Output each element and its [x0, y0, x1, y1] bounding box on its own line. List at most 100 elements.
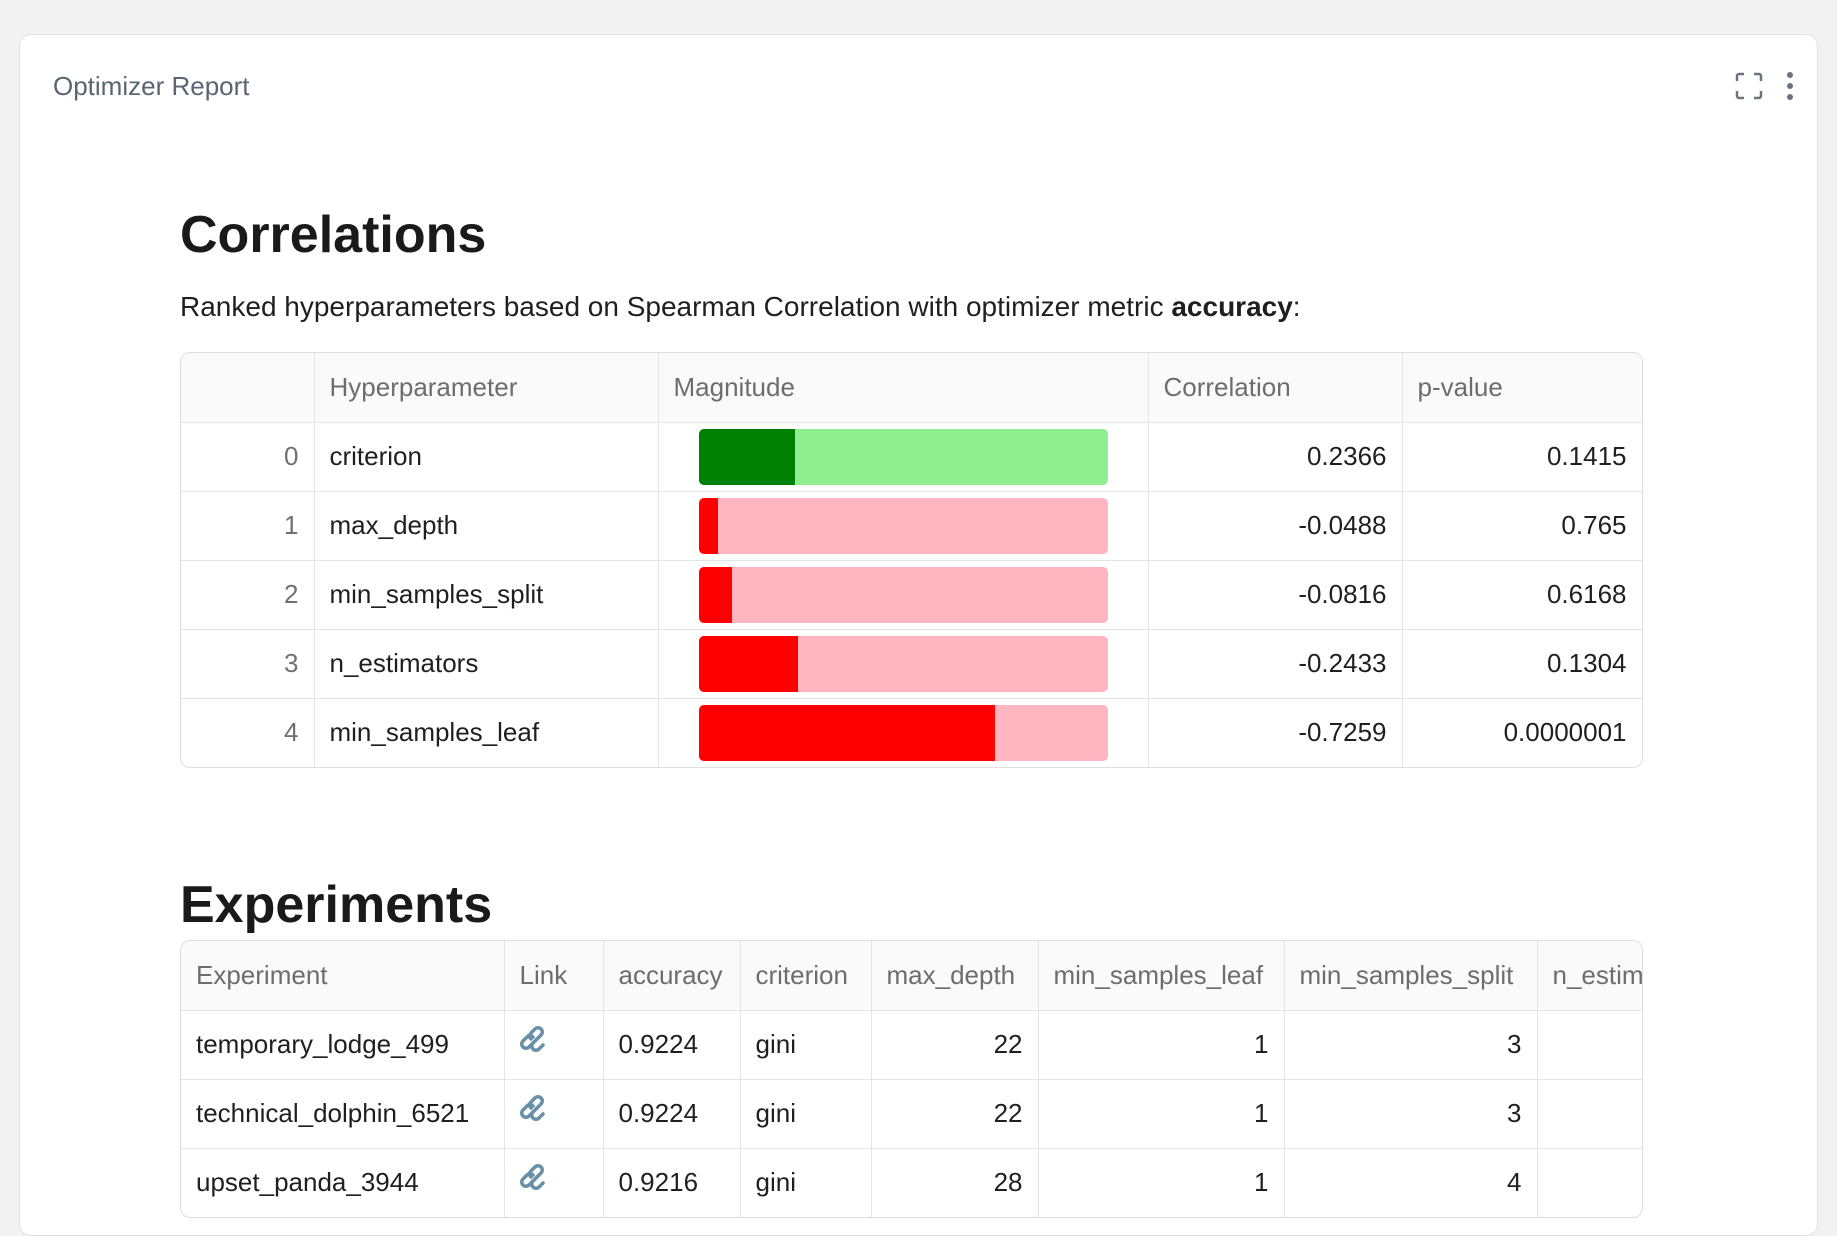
- magnitude-cell: [658, 491, 1149, 561]
- magnitude-track: [698, 497, 1108, 554]
- table-row: technical_dolphin_6521 0.9224 gini 22 1 3: [181, 1079, 1642, 1149]
- p-value: 0.765: [1402, 491, 1642, 561]
- n-estimators: [1537, 1079, 1642, 1149]
- accuracy: 0.9224: [603, 1010, 741, 1080]
- experiment-link[interactable]: [519, 1026, 550, 1062]
- report-card: Optimizer Report Correlations Ranked hyp…: [19, 34, 1818, 1236]
- accuracy: 0.9216: [603, 1148, 741, 1217]
- row-index: 4: [181, 698, 315, 767]
- header-cell: Experiment: [181, 941, 505, 1011]
- header-cell: Hyperparameter: [314, 353, 659, 423]
- header-cell: min_samples_leaf: [1038, 941, 1285, 1011]
- min-samples-split: 4: [1284, 1148, 1538, 1217]
- experiment-name: temporary_lodge_499: [181, 1010, 505, 1080]
- magnitude-bar: [698, 635, 798, 692]
- table-row: 2 min_samples_split -0.0816 0.6168: [181, 560, 1642, 630]
- correlation: -0.0488: [1148, 491, 1403, 561]
- table-row: upset_panda_3944 0.9216 gini 28 1 4: [181, 1148, 1642, 1217]
- header-cell: n_estimators: [1537, 941, 1642, 1011]
- table-row: temporary_lodge_499 0.9224 gini 22 1 3: [181, 1010, 1642, 1080]
- correlation: -0.0816: [1148, 560, 1403, 630]
- magnitude-cell: [658, 422, 1149, 492]
- min-samples-leaf: 1: [1038, 1079, 1285, 1149]
- section-heading: Correlations: [180, 206, 487, 264]
- header-row: Hyperparameter Magnitude Correlation p-valu…: [181, 353, 1642, 423]
- min-samples-leaf: 1: [1038, 1010, 1285, 1080]
- experiment-name: technical_dolphin_6521: [181, 1079, 505, 1149]
- experiment-link[interactable]: [519, 1164, 550, 1200]
- card-title: Optimizer Report: [53, 71, 250, 101]
- header-cell: Link: [504, 941, 604, 1011]
- page: Optimizer Report Correlations Ranked hyp…: [19, 34, 1818, 1236]
- table: Experiment Link accuracy criterion max_depth…: [181, 941, 1642, 1217]
- experiment-link[interactable]: [519, 1095, 550, 1131]
- row-index: 3: [181, 629, 315, 699]
- correlation: -0.2433: [1148, 629, 1403, 699]
- accuracy: 0.9224: [603, 1079, 741, 1149]
- header-cell: Magnitude: [658, 353, 1149, 423]
- min-samples-split: 3: [1284, 1010, 1538, 1080]
- n-estimators: [1537, 1010, 1642, 1080]
- magnitude-bar: [698, 566, 732, 623]
- table: Hyperparameter Magnitude Correlation p-valu…: [181, 353, 1642, 767]
- link-cell: [504, 1010, 604, 1080]
- row-index: 2: [181, 560, 315, 630]
- magnitude-bar: [698, 428, 796, 485]
- header-cell: accuracy: [603, 941, 741, 1011]
- card-actions: [1735, 71, 1795, 101]
- table-row: 0 criterion 0.2366 0.1415: [181, 422, 1642, 492]
- p-value: 0.1415: [1402, 422, 1642, 492]
- table-row: 4 min_samples_leaf -0.7259 0.0000001: [181, 698, 1642, 767]
- correlation: 0.2366: [1148, 422, 1403, 492]
- header-row: Experiment Link accuracy criterion max_depth…: [181, 941, 1642, 1011]
- criterion: gini: [740, 1079, 872, 1149]
- hyperparameter: min_samples_split: [314, 560, 659, 630]
- p-value: 0.0000001: [1402, 698, 1642, 767]
- description-text: :: [1292, 291, 1301, 322]
- correlation: -0.7259: [1148, 698, 1403, 767]
- min-samples-split: 3: [1284, 1079, 1538, 1149]
- row-index: 0: [181, 422, 315, 492]
- header-cell: p-value: [1402, 353, 1642, 423]
- section-heading: Experiments: [180, 876, 493, 934]
- max-depth: 22: [871, 1079, 1039, 1149]
- magnitude-bar: [698, 704, 996, 761]
- criterion: gini: [740, 1148, 872, 1217]
- correlation-table: Hyperparameter Magnitude Correlation p-valu…: [180, 352, 1643, 768]
- magnitude-cell: [658, 698, 1149, 767]
- hyperparameter: criterion: [314, 422, 659, 492]
- header-cell: criterion: [740, 941, 872, 1011]
- criterion: gini: [740, 1010, 872, 1080]
- magnitude-track: [698, 635, 1108, 692]
- magnitude-cell: [658, 560, 1149, 630]
- description: Ranked hyperparameters based on Spearman…: [180, 291, 1301, 323]
- menu-button[interactable]: [1785, 71, 1795, 101]
- n-estimators: [1537, 1148, 1642, 1217]
- max-depth: 22: [871, 1010, 1039, 1080]
- magnitude-track: [698, 428, 1108, 485]
- header-cell: min_samples_split: [1284, 941, 1538, 1011]
- hyperparameter: max_depth: [314, 491, 659, 561]
- row-index: 1: [181, 491, 315, 561]
- magnitude-cell: [658, 629, 1149, 699]
- table-row: 1 max_depth -0.0488 0.765: [181, 491, 1642, 561]
- header-cell: max_depth: [871, 941, 1039, 1011]
- table-row: 3 n_estimators -0.2433 0.1304: [181, 629, 1642, 699]
- experiments-table: Experiment Link accuracy criterion max_depth…: [180, 940, 1643, 1218]
- magnitude-bar: [698, 497, 719, 554]
- experiment-name: upset_panda_3944: [181, 1148, 505, 1217]
- link-cell: [504, 1079, 604, 1149]
- max-depth: 28: [871, 1148, 1039, 1217]
- p-value: 0.1304: [1402, 629, 1642, 699]
- min-samples-leaf: 1: [1038, 1148, 1285, 1217]
- description-text: Ranked hyperparameters based on Spearman…: [180, 291, 1172, 322]
- metric: accuracy: [1171, 291, 1293, 322]
- header-cell: [181, 353, 315, 423]
- hyperparameter: n_estimators: [314, 629, 659, 699]
- header-cell: Correlation: [1148, 353, 1403, 423]
- p-value: 0.6168: [1402, 560, 1642, 630]
- magnitude-track: [698, 704, 1108, 761]
- hyperparameter: min_samples_leaf: [314, 698, 659, 767]
- fullscreen-button[interactable]: [1735, 72, 1763, 100]
- link-cell: [504, 1148, 604, 1217]
